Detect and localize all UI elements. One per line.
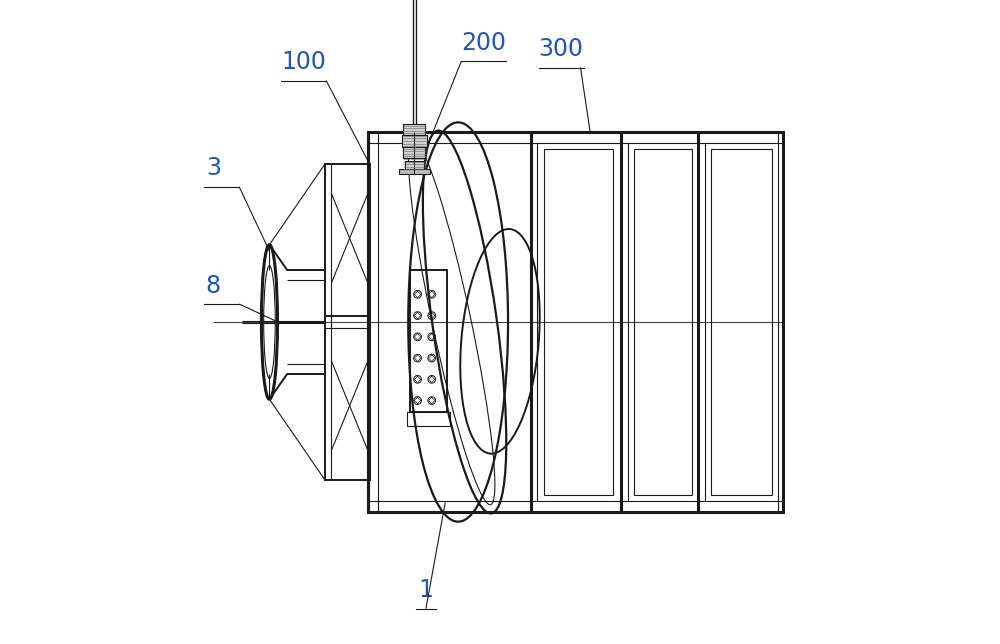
Bar: [634, 149, 692, 495]
Bar: [402, 135, 427, 147]
Bar: [405, 161, 424, 170]
Text: 8: 8: [206, 274, 221, 298]
Text: 300: 300: [539, 37, 584, 61]
Text: 100: 100: [281, 50, 326, 74]
Bar: [407, 412, 450, 426]
Text: 1: 1: [419, 578, 433, 602]
Bar: [544, 149, 613, 495]
Bar: [399, 169, 430, 174]
Bar: [711, 149, 772, 495]
Bar: [403, 147, 425, 158]
Bar: [368, 132, 783, 512]
Bar: [410, 270, 447, 412]
Bar: [325, 164, 370, 480]
Text: 200: 200: [461, 31, 506, 55]
Text: 3: 3: [206, 156, 221, 180]
Bar: [403, 124, 425, 135]
